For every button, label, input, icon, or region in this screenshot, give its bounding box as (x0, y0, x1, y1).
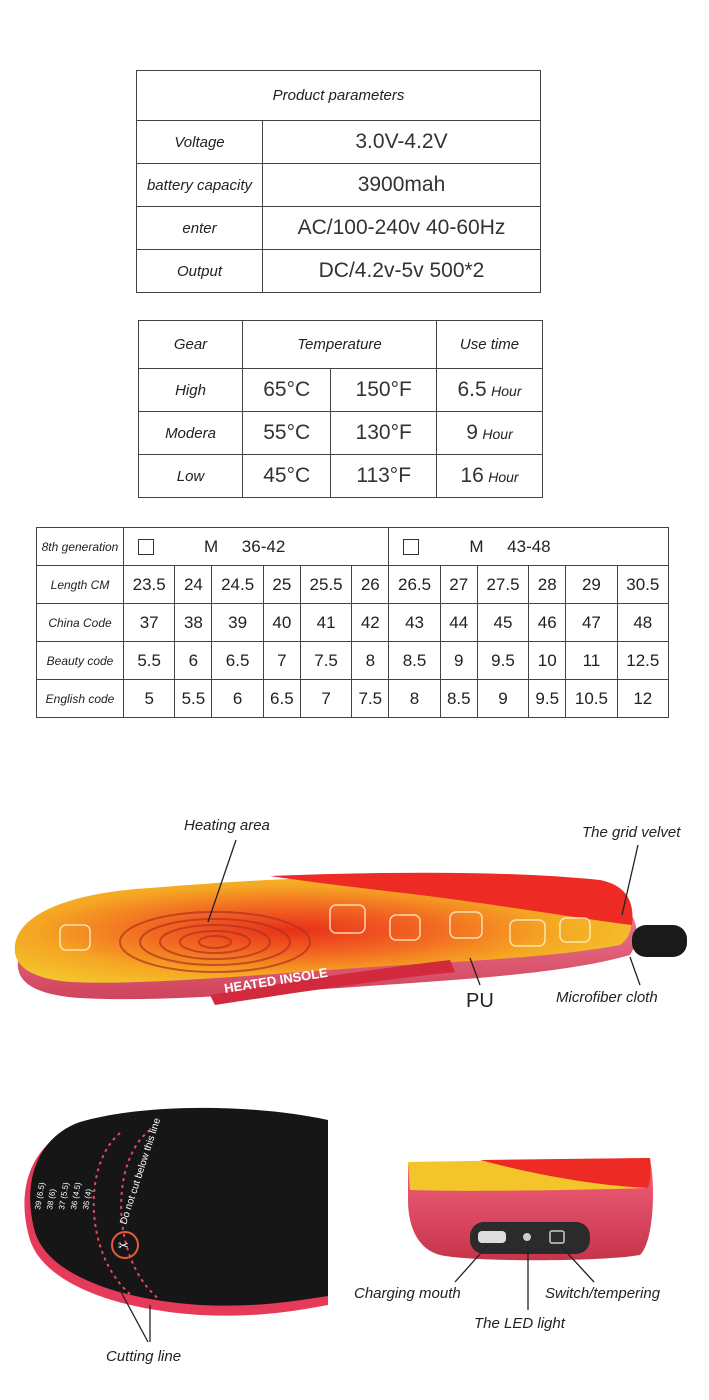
gear-label: Modera (138, 411, 243, 455)
size-cell: 5.5 (122, 641, 176, 680)
size-range: 43-48 (507, 536, 551, 556)
insole-top-surface (14, 877, 632, 983)
microfiber-label: Microfiber cloth (556, 989, 658, 1006)
size-row-label: Length CM (36, 565, 124, 604)
gear-label: High (138, 368, 243, 412)
size-letter: M (204, 536, 219, 556)
use-time: 16 Hour (436, 454, 543, 498)
use-time-header: Use time (436, 320, 543, 369)
size-cell: 26 (351, 565, 390, 604)
use-time: 9 Hour (436, 411, 543, 455)
usb-port-icon (478, 1231, 506, 1243)
gear-header: Gear (138, 320, 243, 369)
temp-celsius: 65°C (241, 368, 332, 412)
size-cell: 12 (616, 679, 670, 718)
param-value: DC/4.2v-5v 500*2 (262, 249, 541, 293)
size-mark: 38 (6) (45, 1188, 58, 1210)
grid-velvet-area (270, 872, 633, 925)
size-cell: 8.5 (388, 641, 441, 680)
gear-temperature-table: Gear Temperature Use time High 65°C 150°… (138, 320, 543, 498)
param-label: Voltage (136, 120, 263, 164)
params-title: Product parameters (136, 70, 541, 121)
size-cell: 6.5 (211, 641, 264, 680)
size-cell: 8.5 (439, 679, 478, 718)
size-cell: 25 (262, 565, 301, 604)
use-time-value: 9 (466, 421, 478, 444)
pu-label: PU (466, 990, 494, 1012)
size-cell: 6 (211, 679, 264, 718)
size-cell: 6.5 (262, 679, 301, 718)
size-cell: 42 (351, 603, 390, 642)
use-time-unit: Hour (482, 426, 513, 442)
insole-underside-image: ✂ Do not cut below this line 39 (6.5) 38… (24, 1107, 329, 1316)
temp-fahrenheit: 130°F (330, 411, 437, 455)
size-cell: 7 (299, 679, 353, 718)
scissors-icon (111, 1231, 139, 1259)
temperature-header: Temperature (242, 320, 437, 369)
heated-insole-image: HEATED INSOLE (14, 872, 687, 1005)
charging-cable (632, 925, 687, 957)
temp-celsius: 45°C (241, 454, 332, 498)
param-label: battery capacity (136, 163, 263, 207)
size-cell: 27.5 (476, 565, 530, 604)
size-row-label: Beauty code (36, 641, 124, 680)
switch-label: Switch/tempering (545, 1285, 661, 1302)
size-cell: 6 (174, 641, 213, 680)
size-cell: 10.5 (565, 679, 618, 718)
gear-label: Low (138, 454, 243, 498)
size-cell: 37 (122, 603, 176, 642)
param-value: AC/100-240v 40-60Hz (262, 206, 541, 250)
product-parameters-table: Product parameters Voltage 3.0V-4.2V batt… (136, 70, 541, 293)
size-range: 36-42 (241, 536, 286, 556)
use-time-value: 6.5 (457, 378, 487, 401)
size-chart-table: 8th generation M 36-42 M 43-48 Length CM… (36, 527, 670, 718)
switch-icon (549, 1230, 565, 1244)
size-cell: 29 (565, 565, 618, 604)
grid-velvet-label: The grid velvet (582, 824, 681, 841)
use-time-value: 16 (460, 464, 484, 487)
insole-underside-surface (30, 1107, 329, 1306)
use-time-unit: Hour (491, 383, 522, 399)
size-cell: 9.5 (528, 679, 567, 718)
size-row: Beauty code 5.5 6 6.5 7 7.5 8 8.5 9 9.5 10 11 12.5 (36, 641, 670, 680)
size-cell: 9 (476, 679, 530, 718)
insole-heel-image (408, 1158, 653, 1261)
heating-area-label: Heating area (184, 817, 270, 834)
led-icon (523, 1233, 531, 1241)
size-cell: 25.5 (299, 565, 353, 604)
size-row-label: English code (36, 679, 124, 718)
size-group-large: M 43-48 (388, 527, 669, 566)
use-time: 6.5 Hour (436, 368, 543, 412)
temp-fahrenheit: 113°F (330, 454, 437, 498)
led-light-label: The LED light (474, 1315, 565, 1332)
size-cell: 10 (528, 641, 567, 680)
insole-brand-band (210, 960, 455, 1005)
size-cell: 43 (388, 603, 441, 642)
svg-text:✂: ✂ (118, 1239, 129, 1254)
size-cell: 7.5 (351, 679, 390, 718)
size-mark: 35 (4) (81, 1188, 94, 1210)
size-cell: 5.5 (174, 679, 213, 718)
size-cell: 23.5 (122, 565, 176, 604)
size-cell: 8 (388, 679, 441, 718)
size-row: English code 5 5.5 6 6.5 7 7.5 8 8.5 9 9.5 10.5 12 (36, 679, 670, 718)
size-cell: 9.5 (476, 641, 530, 680)
size-cell: 44 (439, 603, 478, 642)
checkbox (403, 539, 420, 556)
size-letter: M (469, 536, 484, 556)
size-cell: 40 (262, 603, 301, 642)
size-cell: 5 (122, 679, 176, 718)
param-value: 3900mah (262, 163, 541, 207)
temp-fahrenheit: 150°F (330, 368, 437, 412)
charging-mouth-label: Charging mouth (354, 1285, 461, 1302)
cutting-line-label: Cutting line (106, 1348, 182, 1365)
param-label: Output (136, 249, 263, 293)
size-cell: 26.5 (388, 565, 441, 604)
checkbox (138, 539, 154, 556)
size-cell: 38 (174, 603, 213, 642)
use-time-unit: Hour (488, 469, 519, 485)
